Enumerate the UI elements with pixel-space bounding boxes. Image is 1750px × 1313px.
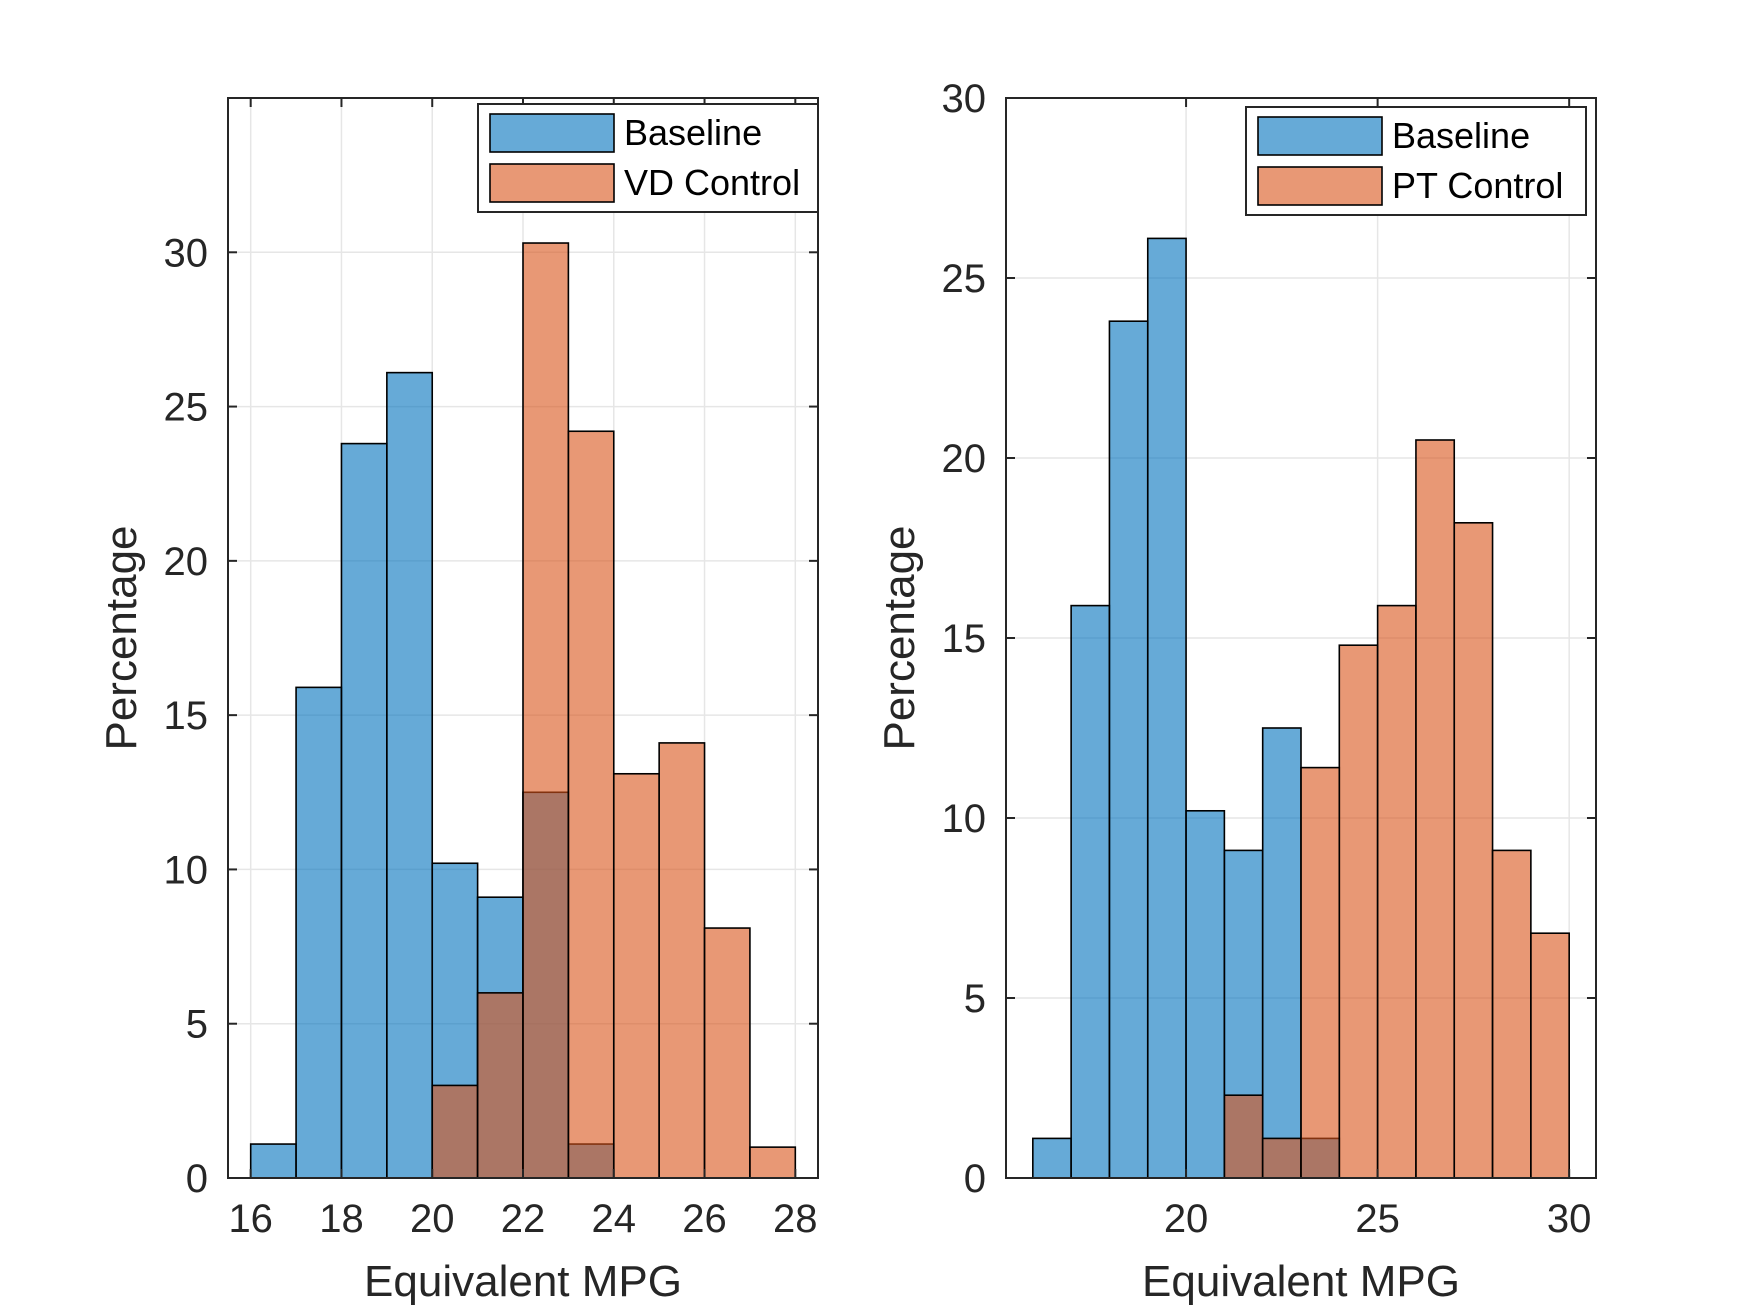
y-tick-label: 5 xyxy=(964,977,986,1021)
control-bar xyxy=(476,992,524,1179)
baseline-bar xyxy=(1185,809,1226,1179)
legend-label: PT Control xyxy=(1392,165,1563,206)
y-tick-label: 20 xyxy=(942,437,987,481)
y-tick-label: 10 xyxy=(942,797,987,841)
legend-swatch xyxy=(489,163,615,203)
legend-label: VD Control xyxy=(624,162,800,203)
baseline-bar xyxy=(1070,604,1111,1179)
y-axis-label: Percentage xyxy=(875,525,924,750)
legend-swatch xyxy=(489,113,615,153)
x-tick-label: 24 xyxy=(592,1197,637,1241)
x-tick-label: 30 xyxy=(1547,1197,1592,1241)
control-bar xyxy=(1300,766,1341,1179)
control-bar xyxy=(522,242,570,1179)
control-bar xyxy=(1338,644,1379,1179)
x-tick-label: 18 xyxy=(319,1197,364,1241)
control-bar xyxy=(1223,1094,1264,1179)
control-bar xyxy=(1261,1137,1302,1179)
y-tick-label: 30 xyxy=(942,77,987,121)
control-bar xyxy=(567,430,615,1179)
control-bar xyxy=(749,1146,797,1179)
control-bar xyxy=(1376,604,1417,1179)
x-tick-label: 28 xyxy=(773,1197,818,1241)
control-bar xyxy=(1453,521,1494,1179)
baseline-bar xyxy=(1032,1137,1072,1179)
y-tick-label: 25 xyxy=(942,257,987,301)
control-bar xyxy=(1415,439,1456,1179)
y-tick-label: 30 xyxy=(164,231,209,275)
baseline-bar xyxy=(249,1143,297,1179)
control-bar xyxy=(612,772,660,1179)
x-tick-label: 20 xyxy=(1164,1197,1209,1241)
x-tick-label: 25 xyxy=(1355,1197,1400,1241)
baseline-bar xyxy=(1108,320,1149,1179)
y-tick-label: 25 xyxy=(164,386,209,430)
baseline-bar xyxy=(1146,237,1187,1179)
baseline-bar xyxy=(295,686,343,1179)
x-tick-label: 16 xyxy=(228,1197,273,1241)
x-tick-label: 20 xyxy=(410,1197,455,1241)
control-bar xyxy=(1491,849,1532,1179)
y-tick-label: 0 xyxy=(964,1157,986,1201)
baseline-bar xyxy=(340,442,388,1179)
legend-label: Baseline xyxy=(1392,115,1530,156)
y-tick-label: 0 xyxy=(186,1157,208,1201)
baseline-bar xyxy=(386,371,434,1179)
y-tick-label: 20 xyxy=(164,540,209,584)
y-tick-label: 15 xyxy=(164,694,209,738)
x-tick-label: 22 xyxy=(501,1197,546,1241)
x-axis-label: Equivalent MPG xyxy=(364,1257,682,1306)
baseline-bar xyxy=(1261,727,1302,1179)
control-bar xyxy=(1530,932,1570,1179)
legend-label: Baseline xyxy=(624,112,762,153)
control-bar xyxy=(703,927,751,1179)
control-bar xyxy=(658,742,706,1179)
left-histogram-panel: 16 18 20 22 24 26 28 0 5 10 15 20 25 30 Equivalent MPG… xyxy=(97,97,819,1306)
y-tick-label: 15 xyxy=(942,617,987,661)
legend-swatch xyxy=(1257,166,1383,206)
y-axis-label: Percentage xyxy=(97,525,146,750)
y-tick-label: 10 xyxy=(164,848,209,892)
y-tick-label: 5 xyxy=(186,1003,208,1047)
right-histogram-panel: 20 25 30 0 5 10 15 20 25 30 Equivalent MPG Percenta… xyxy=(875,77,1597,1306)
x-tick-label: 26 xyxy=(682,1197,727,1241)
legend-swatch xyxy=(1257,116,1383,156)
x-axis-label: Equivalent MPG xyxy=(1142,1257,1460,1306)
control-bar xyxy=(431,1084,479,1179)
